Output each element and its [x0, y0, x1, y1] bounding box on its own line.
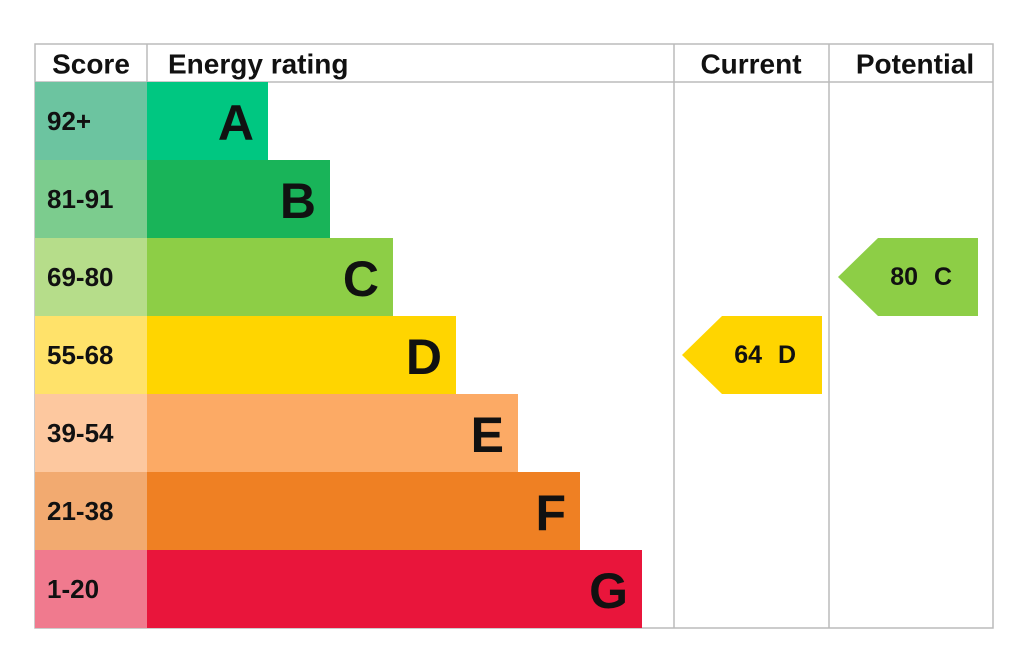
score-cell — [35, 472, 147, 550]
rating-letter: F — [535, 485, 566, 541]
rating-letter: A — [218, 95, 254, 151]
rating-bar — [147, 82, 268, 160]
header-rating: Energy rating — [168, 49, 348, 80]
potential-letter: C — [934, 263, 952, 291]
score-range: 39-54 — [47, 418, 114, 448]
current-arrow — [682, 316, 822, 394]
header-potential: Potential — [856, 49, 974, 80]
current-score: 64 — [734, 341, 762, 369]
rating-bar — [147, 160, 330, 238]
score-cell — [35, 550, 147, 628]
header-score: Score — [52, 49, 130, 80]
score-cell — [35, 238, 147, 316]
rating-bar — [147, 472, 580, 550]
current-letter: D — [778, 341, 796, 369]
potential-arrow — [838, 238, 978, 316]
rating-bar — [147, 394, 518, 472]
potential-score: 80 — [890, 263, 918, 291]
rating-bar — [147, 550, 642, 628]
rating-bar — [147, 238, 393, 316]
score-range: 92+ — [47, 106, 91, 136]
rating-letter: E — [471, 407, 504, 463]
score-range: 69-80 — [47, 262, 114, 292]
score-cell — [35, 394, 147, 472]
rating-letter: D — [406, 329, 442, 385]
score-cell — [35, 316, 147, 394]
score-range: 21-38 — [47, 496, 114, 526]
rating-bar — [147, 316, 456, 394]
score-range: 55-68 — [47, 340, 114, 370]
score-range: 81-91 — [47, 184, 114, 214]
score-range: 1-20 — [47, 574, 99, 604]
rating-letter: B — [280, 173, 316, 229]
rating-letter: G — [589, 563, 628, 619]
rating-letter: C — [343, 251, 379, 307]
header-current: Current — [700, 49, 801, 80]
score-cell — [35, 160, 147, 238]
score-cell — [35, 82, 147, 160]
